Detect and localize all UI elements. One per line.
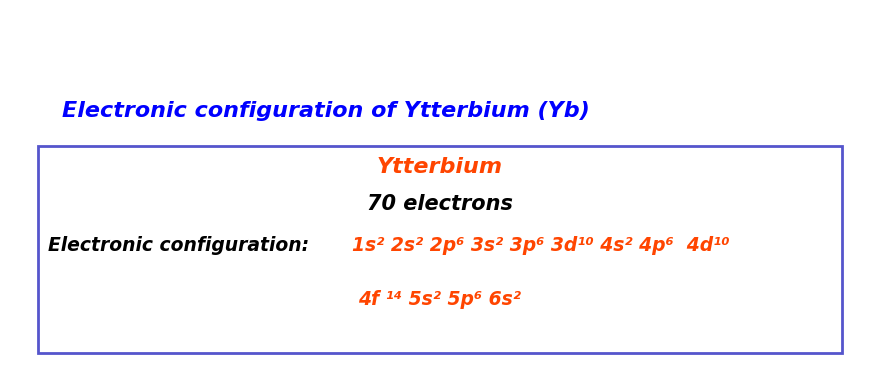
Text: 70 electrons: 70 electrons	[366, 194, 512, 214]
Bar	[38, 146, 841, 353]
Text: Ytterbium: Ytterbium	[376, 157, 502, 177]
Text: Electronic configuration:: Electronic configuration:	[48, 236, 322, 255]
Text: 4f ¹⁴ 5s² 5p⁶ 6s²: 4f ¹⁴ 5s² 5p⁶ 6s²	[357, 290, 521, 309]
Text: Electronic configuration of Ytterbium (Yb): Electronic configuration of Ytterbium (Y…	[61, 101, 588, 121]
Text: 1s² 2s² 2p⁶ 3s² 3p⁶ 3d¹⁰ 4s² 4p⁶  4d¹⁰: 1s² 2s² 2p⁶ 3s² 3p⁶ 3d¹⁰ 4s² 4p⁶ 4d¹⁰	[351, 236, 729, 255]
